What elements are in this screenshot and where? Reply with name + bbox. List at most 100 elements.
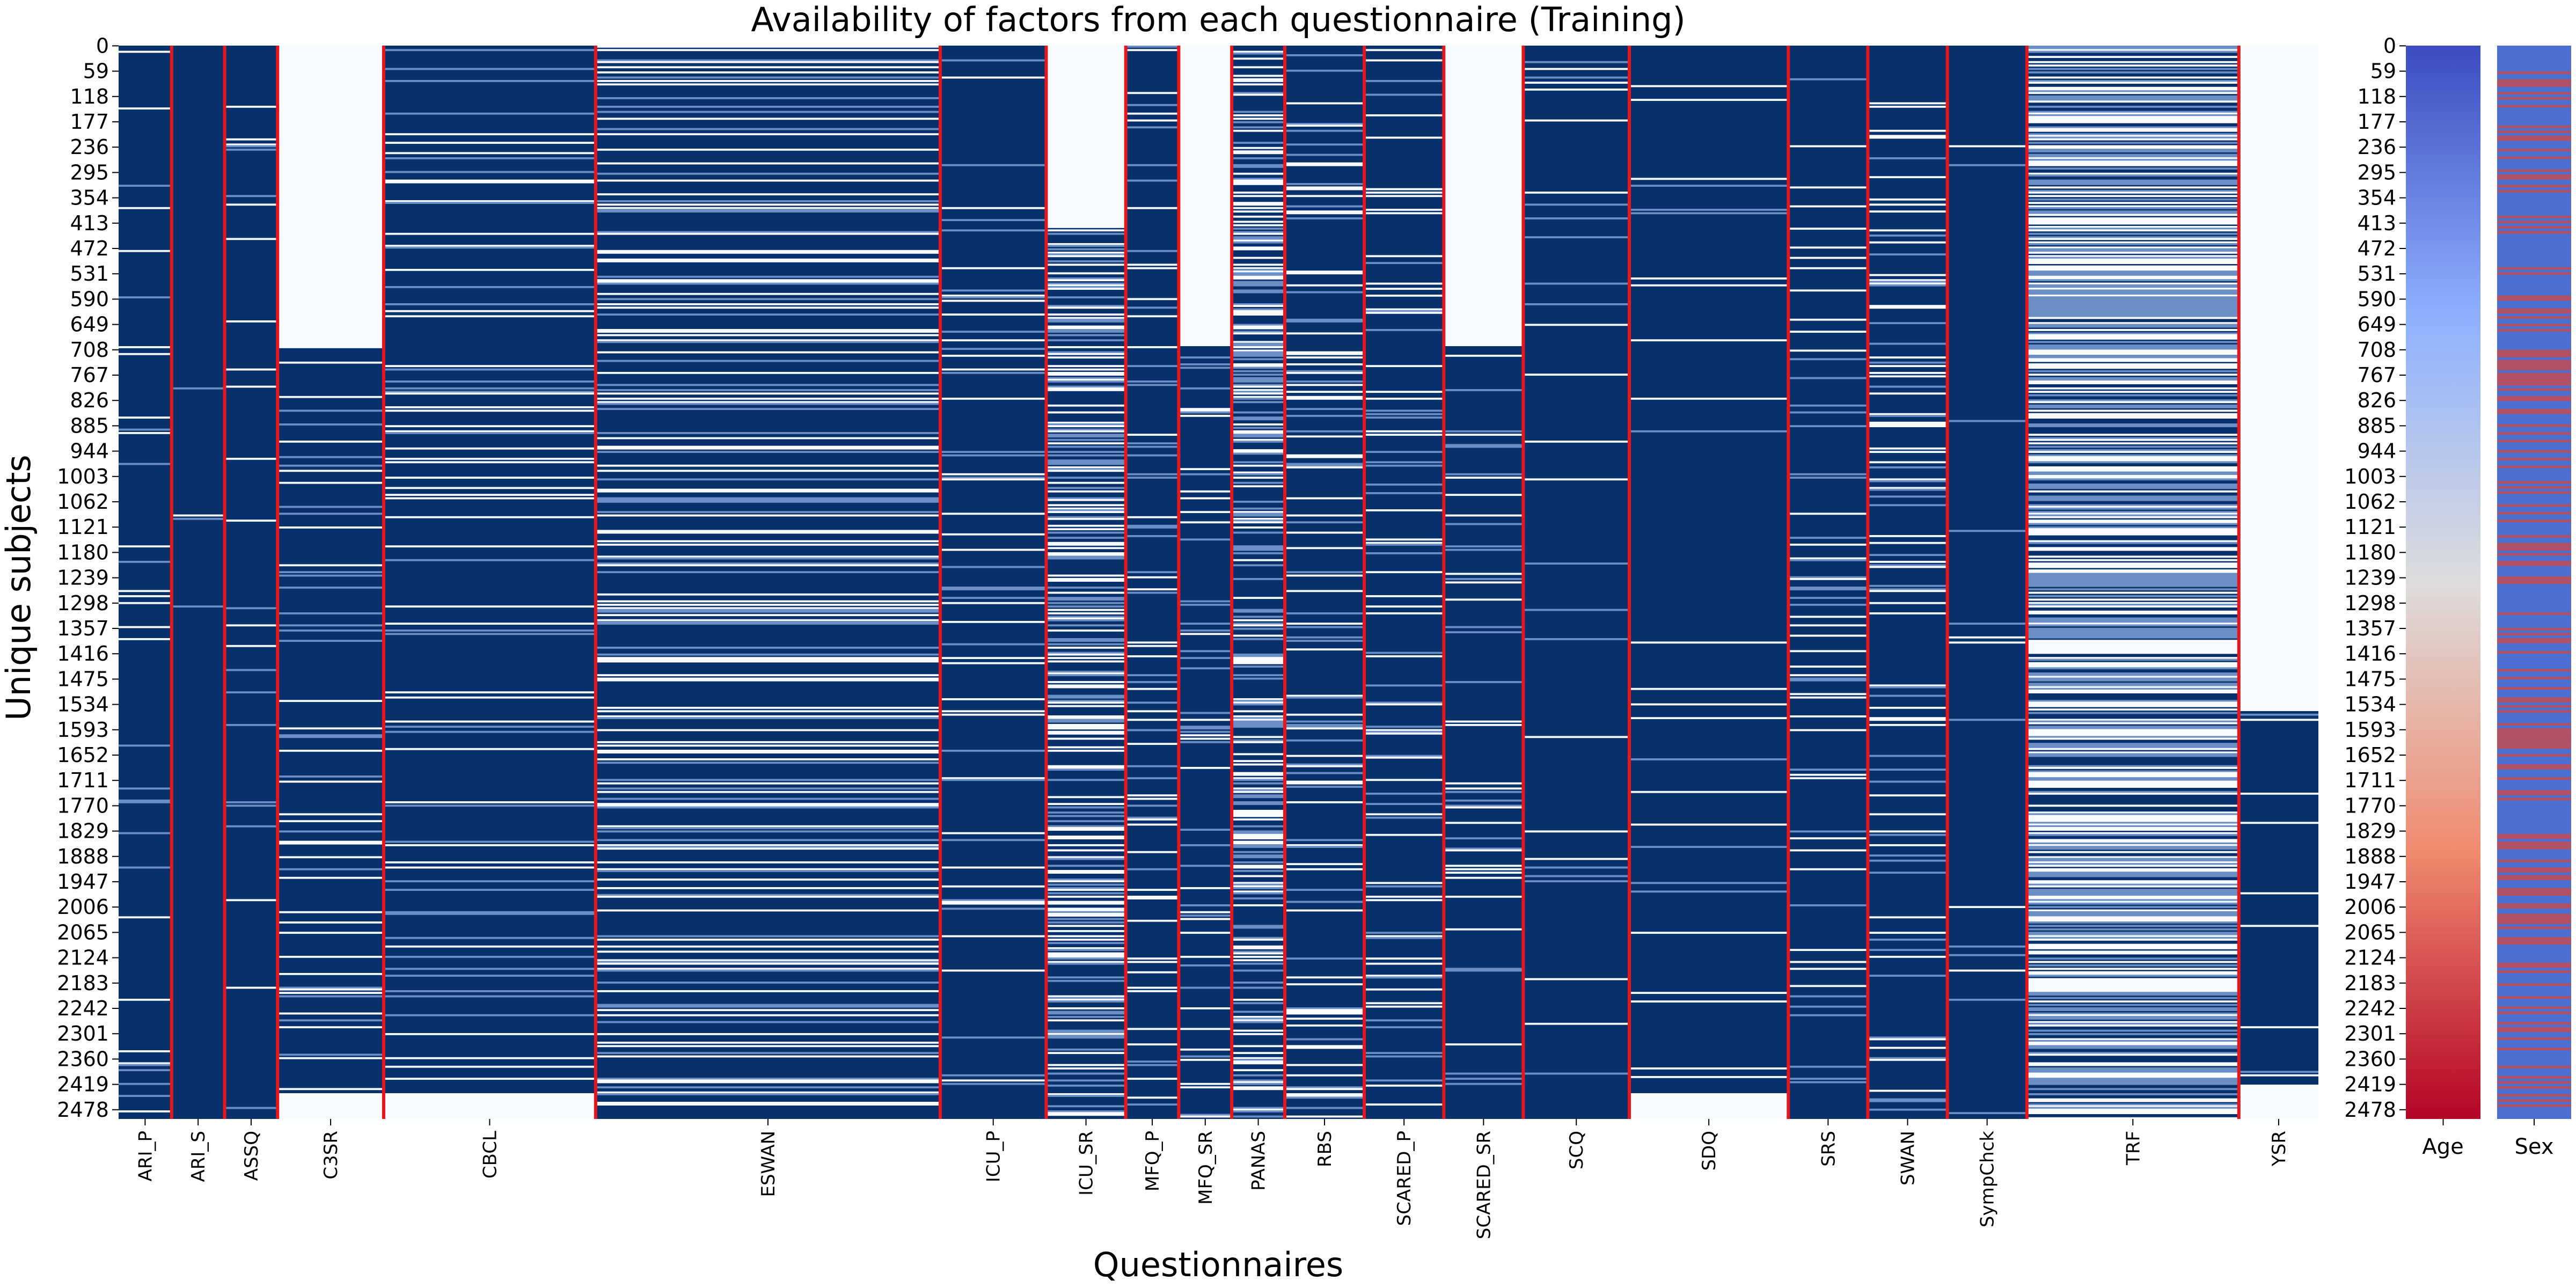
heatmap-cell	[1046, 327, 1126, 330]
heatmap-cell	[1232, 701, 1285, 704]
heatmap-cell	[595, 1102, 940, 1104]
heatmap-cell	[1046, 284, 1126, 287]
heatmap-cell	[2026, 409, 2239, 412]
heatmap-cell	[1232, 264, 1285, 266]
y-tick-label: 1593	[57, 718, 109, 742]
heatmap-cell	[1232, 310, 1285, 312]
heatmap-cell	[1046, 260, 1126, 262]
heatmap-cell	[595, 398, 940, 400]
heatmap-cell	[595, 844, 940, 846]
heatmap-cell	[2026, 351, 2239, 354]
y-tick-label: 236	[70, 135, 109, 159]
heatmap-cell	[2026, 471, 2239, 474]
heatmap-cell	[2026, 770, 2239, 773]
heatmap-cell	[1232, 118, 1285, 120]
heatmap-cell	[2026, 636, 2239, 639]
heatmap-cell	[1046, 942, 1126, 945]
heatmap-cell	[2026, 901, 2239, 903]
heatmap-cell	[595, 80, 940, 82]
side-y-tick-label: 885	[2357, 414, 2396, 437]
heatmap-cell	[2026, 961, 2239, 963]
x-axis-ticks: ARI_P ARI_S ASSQ C3SR CBCL ESWAN ICU_P ICU_SR MF…	[135, 1119, 2290, 1239]
heatmap-cell	[383, 202, 596, 204]
heatmap-cell	[1364, 1052, 1444, 1054]
heatmap-cell	[2026, 519, 2239, 522]
heatmap-cell	[1868, 241, 1948, 244]
heatmap-cell	[1868, 975, 1948, 977]
heatmap-cell	[277, 396, 384, 398]
heatmap-cell	[1232, 435, 1285, 438]
heatmap-cell	[1125, 445, 1179, 448]
heatmap-cell	[224, 143, 278, 146]
heatmap-cell	[1364, 816, 1444, 819]
heatmap-cell	[1046, 272, 1126, 275]
heatmap-cell	[595, 1052, 940, 1054]
heatmap-cell	[2026, 640, 2239, 642]
heatmap-cell	[2026, 1016, 2239, 1018]
heatmap-cell	[2026, 449, 2239, 451]
heatmap-cell	[595, 445, 940, 448]
heatmap-cell	[1285, 696, 1365, 699]
heatmap-cell	[1232, 789, 1285, 792]
heatmap-cell	[2026, 195, 2239, 197]
heatmap-cell	[1364, 461, 1444, 464]
heatmap-cell	[1788, 634, 1868, 637]
heatmap-cell	[2026, 530, 2239, 532]
heatmap-cell	[224, 238, 278, 240]
heatmap-cell	[1868, 392, 1948, 395]
heatmap-cell	[595, 313, 940, 316]
heatmap-cell	[1868, 361, 1948, 364]
heatmap-cell	[1364, 899, 1444, 902]
heatmap-cell	[2026, 142, 2239, 144]
heatmap-cell	[1232, 760, 1285, 762]
heatmap-cell	[1179, 887, 1232, 889]
heatmap-cell	[1232, 1059, 1285, 1061]
heatmap-cell	[1364, 595, 1444, 597]
heatmap-cell	[2026, 748, 2239, 750]
heatmap-cell	[277, 513, 384, 515]
heatmap-cell	[383, 748, 596, 750]
heatmap-cell	[940, 313, 1046, 316]
heatmap-cell	[1947, 420, 2027, 422]
heatmap-cell	[277, 481, 384, 484]
heatmap-cell	[1046, 531, 1126, 534]
heatmap-cell	[1046, 404, 1126, 407]
heatmap-cell	[383, 112, 596, 115]
heatmap-cell	[383, 804, 596, 807]
heatmap-cell	[2026, 791, 2239, 793]
sex-cell	[2497, 777, 2571, 780]
heatmap-cell	[1523, 119, 1629, 122]
heatmap-cell	[1232, 736, 1285, 738]
heatmap-cell	[2026, 82, 2239, 84]
heatmap-cell	[2026, 1009, 2239, 1011]
heatmap-cell	[1232, 851, 1285, 853]
heatmap-cell	[1125, 889, 1179, 891]
heatmap-cell	[1232, 192, 1285, 194]
heatmap-cell	[277, 506, 384, 508]
heatmap-cell	[940, 839, 1046, 841]
heatmap-cell	[1046, 547, 1126, 550]
heatmap-cell	[2026, 270, 2239, 273]
heatmap-cell	[1788, 537, 1868, 539]
sex-cell	[2497, 576, 2571, 579]
heatmap-cell	[940, 908, 1046, 910]
heatmap-cell	[1868, 372, 1948, 374]
heatmap-cell	[1232, 1062, 1285, 1065]
y-tick-label: 2419	[57, 1073, 109, 1096]
heatmap-cell	[1046, 616, 1126, 618]
heatmap-cell	[2026, 135, 2239, 137]
heatmap-cell	[2026, 147, 2239, 149]
heatmap-cell	[1364, 365, 1444, 367]
heatmap-cell	[277, 780, 384, 783]
heatmap-cell	[2026, 382, 2239, 384]
heatmap-cell	[1523, 830, 1629, 833]
heatmap-cell	[1046, 995, 1126, 998]
sex-cell	[2497, 368, 2571, 370]
heatmap-cell	[277, 571, 384, 573]
heatmap-cell	[1046, 296, 1126, 298]
heatmap-cell	[1232, 950, 1285, 953]
heatmap-cell	[1046, 264, 1126, 266]
heatmap-cell	[1364, 1002, 1444, 1005]
heatmap-cell	[1788, 557, 1868, 560]
heatmap-cell	[1285, 1046, 1365, 1049]
